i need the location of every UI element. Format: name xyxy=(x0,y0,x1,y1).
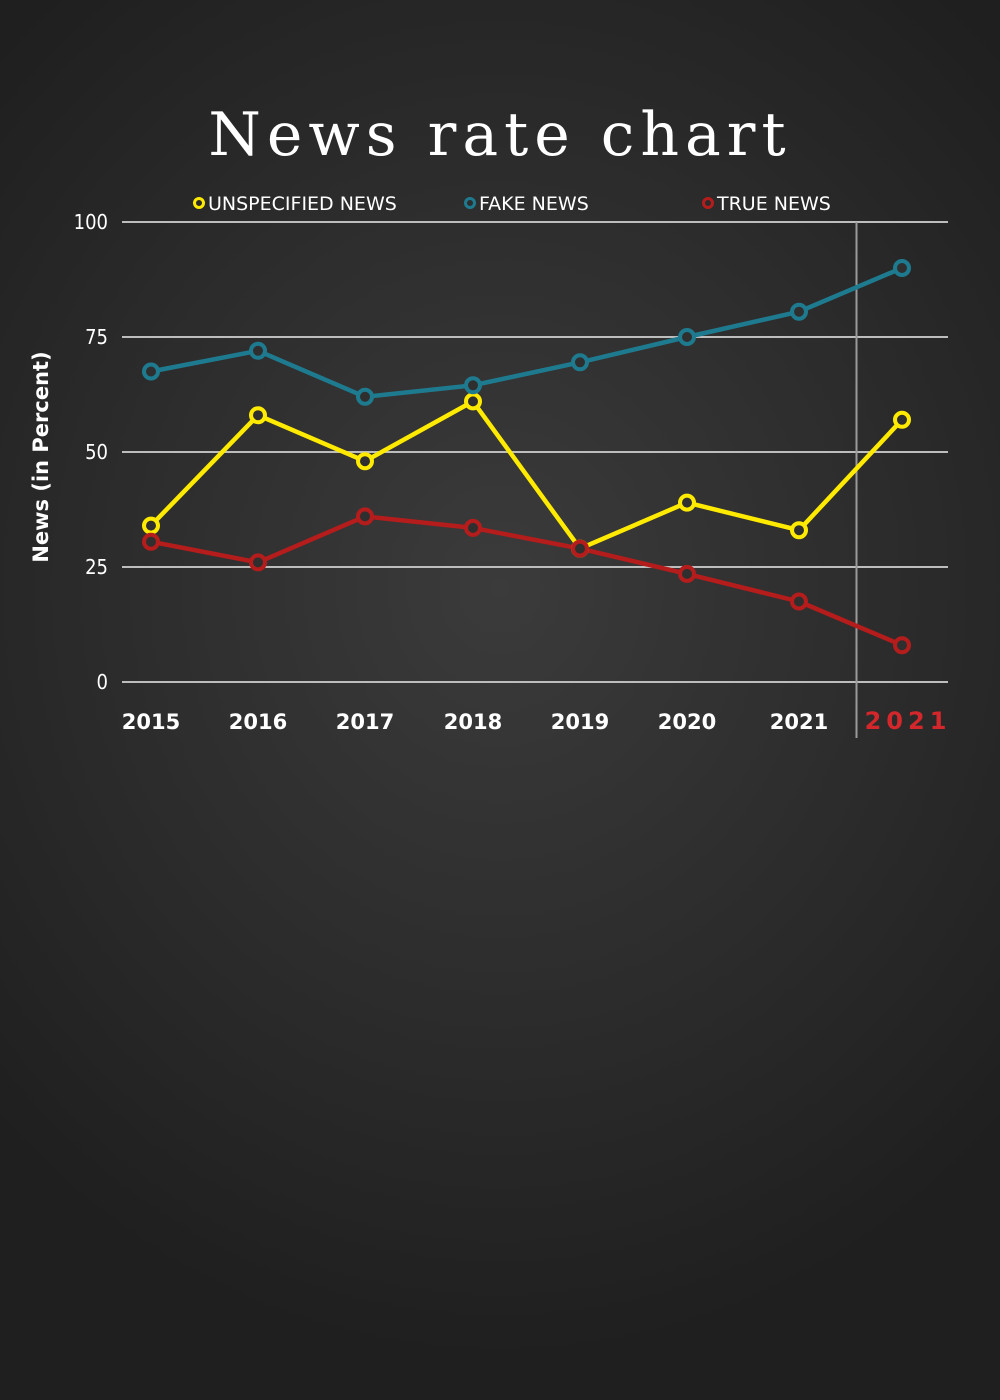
data-point-fake-news-2015 xyxy=(142,362,160,381)
chart-title: News rate chart xyxy=(208,100,791,170)
x-tick-label-2020: 2020 xyxy=(658,710,716,734)
legend-label-true-news: TRUE NEWS xyxy=(716,193,831,215)
data-point-fake-news-2018 xyxy=(464,376,482,395)
series-line-fake-news xyxy=(148,265,905,400)
x-tick-label-2015: 2015 xyxy=(122,710,180,734)
y-tick-label-100: 100 xyxy=(74,210,108,234)
data-point-fake-news-2017 xyxy=(356,387,374,406)
legend-label-unspecified-news: UNSPECIFIED NEWS xyxy=(208,193,397,215)
data-point-true-news-2019 xyxy=(571,539,589,558)
legend: UNSPECIFIED NEWS FAKE NEWS TRUE NEWS xyxy=(193,193,831,215)
series-line-unspecified-news xyxy=(148,399,905,551)
data-point-fake-news-2020 xyxy=(678,328,696,346)
x-tick-label-2017: 2017 xyxy=(336,710,394,734)
x-tick-label-2018: 2018 xyxy=(444,710,502,734)
y-tick-label-25: 25 xyxy=(85,555,108,579)
series-layer xyxy=(142,259,911,655)
y-tick-label-75: 75 xyxy=(85,325,108,349)
data-point-true-news-2016 xyxy=(249,553,267,572)
y-tick-label-50: 50 xyxy=(85,440,108,464)
data-point-true-news-2017 xyxy=(356,507,374,526)
data-point-unspecified-news-2016 xyxy=(249,406,267,425)
data-point-unspecified-news-2021 xyxy=(790,521,808,540)
data-point-unspecified-news-2015 xyxy=(142,516,160,535)
series-line-true-news xyxy=(148,514,905,648)
data-point-unspecified-news-2017 xyxy=(356,452,374,471)
legend-marker-true-news xyxy=(702,197,714,209)
data-point-true-news-2020 xyxy=(678,564,696,583)
legend-label-fake-news: FAKE NEWS xyxy=(479,193,589,215)
data-point-true-news-2021 xyxy=(790,592,808,611)
data-point-fake-news-2021 xyxy=(790,302,808,321)
legend-marker-unspecified-news xyxy=(193,197,205,209)
x-tick-label-2021: 2021 xyxy=(770,710,828,734)
x-tick-label-2019: 2019 xyxy=(551,710,609,734)
data-point-fake-news-2016 xyxy=(249,341,267,360)
data-point-unspecified-news-2020 xyxy=(678,493,696,512)
y-axis-ticks: 0 25 50 75 100 xyxy=(74,210,108,694)
data-point-fake-news-2019 xyxy=(571,353,589,372)
data-point-unspecified-news-2018 xyxy=(464,392,482,411)
data-point-fake-news-2021-highlight xyxy=(893,259,911,277)
y-tick-label-0: 0 xyxy=(97,670,108,694)
y-axis-label: News (in Percent) xyxy=(29,351,53,562)
legend-marker-fake-news xyxy=(464,197,476,209)
x-tick-label-2016: 2016 xyxy=(229,710,287,734)
data-point-true-news-2021-highlight xyxy=(893,636,911,655)
x-axis-ticks: 2015 2016 2017 2018 2019 2020 2021 2021 xyxy=(122,707,952,735)
data-point-true-news-2015 xyxy=(142,532,160,551)
x-tick-label-2021-highlight: 2021 xyxy=(865,707,952,735)
data-point-unspecified-news-2021-highlight xyxy=(893,410,911,429)
data-point-true-news-2018 xyxy=(464,518,482,537)
